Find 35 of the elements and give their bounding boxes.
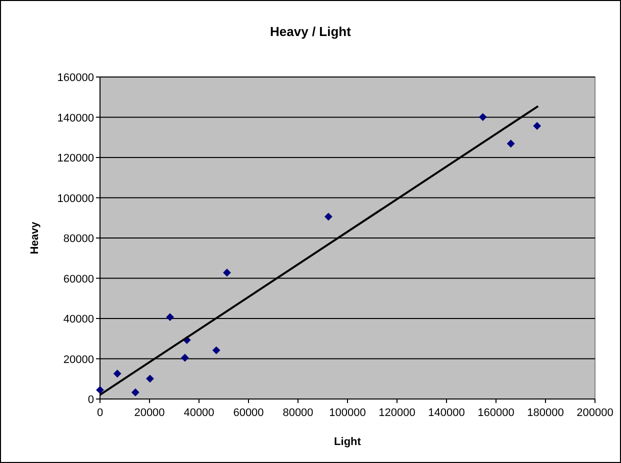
y-tick-label: 80000 (63, 233, 94, 245)
x-tick-label: 80000 (282, 407, 314, 419)
y-tick-label: 20000 (63, 354, 94, 366)
y-tick-label: 160000 (57, 72, 94, 84)
point (113, 370, 122, 378)
x-tick-label: 60000 (233, 407, 264, 419)
y-tick-label: 140000 (57, 112, 94, 124)
point (212, 346, 220, 354)
x-tick-label: 20000 (134, 407, 165, 419)
point (506, 140, 515, 148)
y-tick-label: 40000 (63, 314, 94, 326)
x-tick-label: 120000 (378, 407, 416, 419)
x-axis-title: Light (334, 436, 362, 448)
y-tick-label: 120000 (57, 152, 94, 164)
point (166, 313, 174, 322)
x-tick-label: 180000 (527, 407, 564, 419)
x-tick-label: 200000 (576, 407, 614, 419)
point (96, 386, 104, 394)
point (324, 212, 332, 221)
y-tick-label: 0 (88, 394, 94, 406)
point (478, 113, 487, 122)
y-axis-title: Heavy (29, 220, 41, 254)
y-tick-label: 60000 (63, 273, 94, 286)
chart-title: Heavy / Light (270, 24, 352, 39)
point (533, 122, 542, 130)
y-tick-label: 100000 (57, 192, 94, 205)
x-tick-label: 40000 (184, 407, 214, 419)
x-tick-label: 100000 (329, 407, 366, 419)
x-tick-label: 140000 (428, 407, 465, 419)
point (223, 268, 231, 277)
x-tick-label: 160000 (478, 407, 514, 419)
point (131, 388, 140, 396)
point (146, 374, 154, 383)
point (180, 354, 189, 362)
x-tick-label: 0 (96, 407, 104, 419)
